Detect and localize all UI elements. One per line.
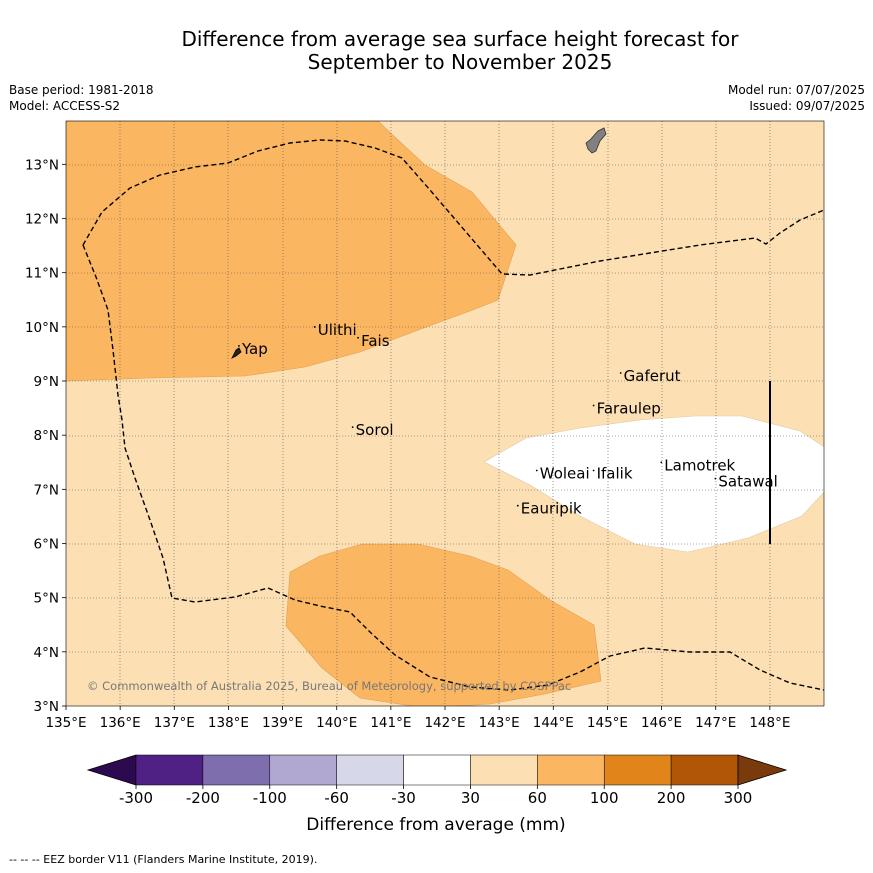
colorbar: -300 -200 -100 -60 -30 30 60 100 200 300: [86, 754, 788, 807]
gridlines: [66, 121, 824, 706]
anomaly-region-60-100-north: [66, 121, 517, 382]
place-marker: [351, 426, 354, 429]
lat-tick-label: 3°N: [34, 699, 59, 715]
lon-tick-label: 143°E: [479, 715, 520, 731]
lat-tick-label: 13°N: [25, 157, 59, 173]
model-name: Model: ACCESS-S2: [9, 99, 121, 113]
colorbar-tick-label: -30: [391, 789, 416, 807]
lat-tick-label: 6°N: [34, 537, 59, 553]
place-label-satawal: Satawal: [718, 473, 777, 491]
colorbar-segment: [470, 754, 538, 786]
lon-tick-label: 146°E: [641, 715, 682, 731]
place-marker: [535, 469, 538, 472]
lat-tick-label: 4°N: [34, 645, 59, 661]
colorbar-segment: [135, 754, 204, 786]
colorbar-segment: [603, 754, 672, 786]
colorbar-tick-label: 300: [724, 789, 753, 807]
anomaly-region-below-30: [483, 415, 824, 553]
latitude-ticks: 3°N 4°N 5°N 6°N 7°N 8°N 9°N 10°N 11°N 12°N 13°N: [25, 157, 66, 715]
place-marker: [516, 504, 519, 507]
place-label-woleai: Woleai: [540, 465, 590, 483]
lon-tick-label: 147°E: [695, 715, 736, 731]
eez-footnote: -- -- -- EEZ border V11 (Flanders Marine…: [9, 853, 318, 866]
place-marker: [714, 477, 717, 480]
place-label-eauripik: Eauripik: [521, 500, 582, 518]
place-marker: [313, 326, 316, 328]
place-label-gaferut: Gaferut: [624, 367, 681, 385]
place-label-lamotrek: Lamotrek: [664, 456, 735, 474]
colorbar-extend-high: [737, 754, 788, 786]
lat-tick-label: 12°N: [25, 212, 59, 228]
place-label-ulithi: Ulithi: [318, 321, 357, 339]
colorbar-segment: [336, 754, 404, 786]
colorbar-tick-label: -100: [253, 789, 287, 807]
colorbar-segment: [269, 754, 337, 786]
issued-date: Issued: 09/07/2025: [749, 99, 865, 113]
lon-tick-label: 142°E: [424, 715, 465, 731]
place-marker: [660, 461, 663, 464]
lat-tick-label: 8°N: [34, 428, 59, 444]
colorbar-segment: [670, 754, 739, 786]
yap-island: [231, 347, 242, 359]
colorbar-segment: [202, 754, 271, 786]
lat-tick-label: 7°N: [34, 482, 59, 498]
place-label-yap: Yap: [241, 340, 268, 358]
lat-tick-label: 9°N: [34, 374, 59, 390]
base-period: Base period: 1981-2018: [9, 83, 154, 97]
lon-tick-label: 135°E: [45, 715, 86, 731]
copyright-text: © Commonwealth of Australia 2025, Bureau…: [87, 679, 571, 693]
meta-right: Model run: 07/07/2025 Issued: 09/07/2025: [728, 82, 865, 114]
colorbar-extend-low: [86, 754, 137, 786]
meta-left: Base period: 1981-2018 Model: ACCESS-S2: [9, 82, 154, 114]
guam-island: [585, 127, 607, 154]
lon-tick-label: 139°E: [262, 715, 303, 731]
place-marker: [592, 404, 595, 407]
place-label-faraulep: Faraulep: [597, 400, 661, 418]
place-marker: [619, 372, 622, 374]
colorbar-tick-label: -60: [324, 789, 349, 807]
lat-tick-label: 10°N: [25, 320, 59, 336]
eez-border-west: [82, 244, 824, 691]
colorbar-tick-label: -300: [119, 789, 153, 807]
colorbar-tick-label: 200: [657, 789, 686, 807]
lat-tick-label: 5°N: [34, 591, 59, 607]
lon-tick-label: 137°E: [154, 715, 195, 731]
title-line-1: Difference from average sea surface heig…: [181, 27, 739, 51]
colorbar-label: Difference from average (mm): [306, 815, 565, 835]
colorbar-tick-label: 60: [528, 789, 547, 807]
model-run: Model run: 07/07/2025: [727, 83, 865, 97]
chart-title: Difference from average sea surface heig…: [60, 28, 860, 74]
lon-tick-label: 145°E: [587, 715, 628, 731]
lat-tick-label: 11°N: [25, 266, 59, 282]
colorbar-segment: [537, 754, 605, 786]
colorbar-segment: [403, 754, 471, 786]
place-marker: [357, 336, 359, 339]
place-label-sorol: Sorol: [356, 421, 394, 439]
lon-tick-label: 141°E: [370, 715, 411, 731]
place-label-ifalik: Ifalik: [597, 465, 633, 483]
colorbar-tick-label: 30: [461, 789, 480, 807]
place-label-fais: Fais: [361, 332, 390, 350]
place-marker: [592, 469, 595, 472]
lon-tick-label: 144°E: [533, 715, 574, 731]
title-line-2: September to November 2025: [307, 50, 613, 74]
lon-tick-label: 148°E: [749, 715, 790, 731]
lon-tick-label: 136°E: [100, 715, 141, 731]
place-marker: [238, 345, 240, 347]
lon-tick-label: 138°E: [208, 715, 249, 731]
colorbar-tick-label: -200: [186, 789, 220, 807]
colorbar-tick-label: 100: [590, 789, 619, 807]
lon-tick-label: 140°E: [316, 715, 357, 731]
longitude-ticks: 135°E 136°E 137°E 138°E 139°E 140°E 141°E 142°E…: [45, 706, 790, 731]
